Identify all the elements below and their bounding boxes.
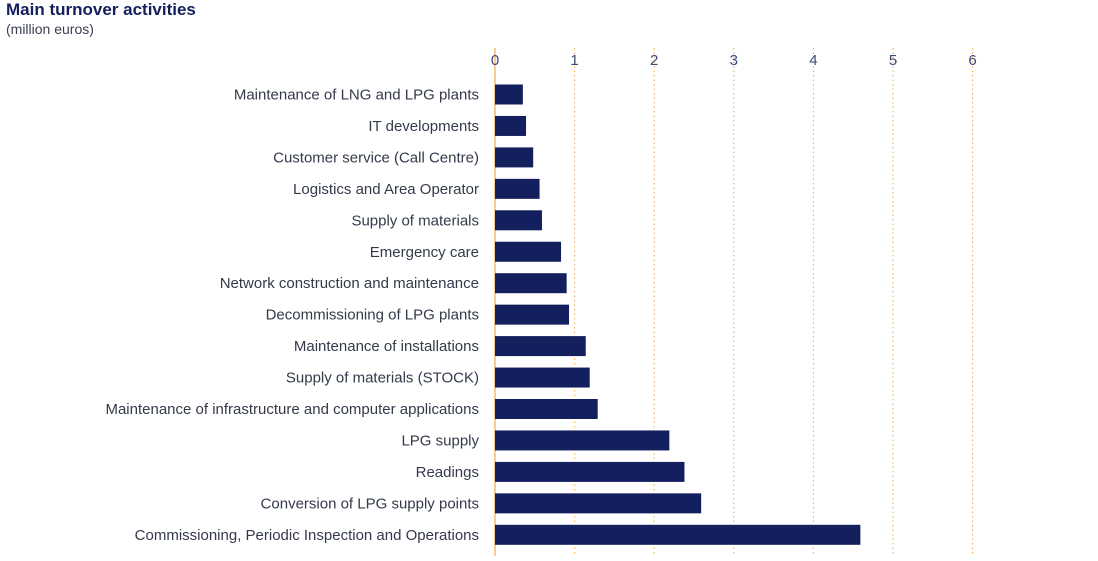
category-label: Maintenance of infrastructure and comput… (105, 401, 479, 418)
category-label: Conversion of LPG supply points (261, 495, 479, 512)
bar (495, 241, 562, 262)
x-tick-label: 1 (570, 52, 578, 69)
category-label: LPG supply (401, 432, 479, 449)
bar (495, 399, 598, 419)
x-tick-label: 3 (730, 52, 738, 69)
category-label: Readings (416, 464, 479, 481)
bar (495, 461, 685, 482)
category-label: Maintenance of LNG and LPG plants (234, 87, 479, 104)
category-label: Maintenance of installations (294, 338, 479, 355)
category-label: Network construction and maintenance (220, 275, 479, 292)
bar (495, 524, 861, 545)
bar (495, 336, 586, 357)
category-label: Commissioning, Periodic Inspection and O… (135, 527, 479, 544)
category-label: Supply of materials (351, 212, 479, 229)
bars (495, 84, 861, 545)
bar (495, 147, 534, 168)
category-label: Decommissioning of LPG plants (266, 307, 479, 324)
bar (495, 430, 670, 451)
chart-title: Main turnover activities (6, 0, 196, 19)
bar (495, 210, 542, 231)
category-label: Emergency care (370, 244, 479, 261)
bar (495, 84, 523, 105)
category-label: Logistics and Area Operator (293, 181, 479, 198)
bar (495, 273, 567, 294)
category-labels: Maintenance of LNG and LPG plants IT deve… (105, 87, 479, 544)
bar (495, 304, 570, 325)
x-tick-label: 0 (491, 52, 499, 69)
x-tick-label: 2 (650, 52, 658, 69)
chart-subtitle: (million euros) (6, 21, 94, 37)
bar (495, 493, 702, 514)
bar (495, 115, 527, 136)
x-tick-labels: 0 1 2 3 4 5 6 (491, 52, 977, 69)
category-label: IT developments (368, 118, 479, 135)
x-tick-label: 4 (809, 52, 817, 69)
category-label: Supply of materials (STOCK) (286, 370, 479, 387)
category-label: Customer service (Call Centre) (273, 149, 479, 166)
x-tick-label: 6 (968, 52, 976, 69)
x-tick-label: 5 (889, 52, 897, 69)
bar (495, 178, 540, 199)
bar (495, 367, 590, 388)
